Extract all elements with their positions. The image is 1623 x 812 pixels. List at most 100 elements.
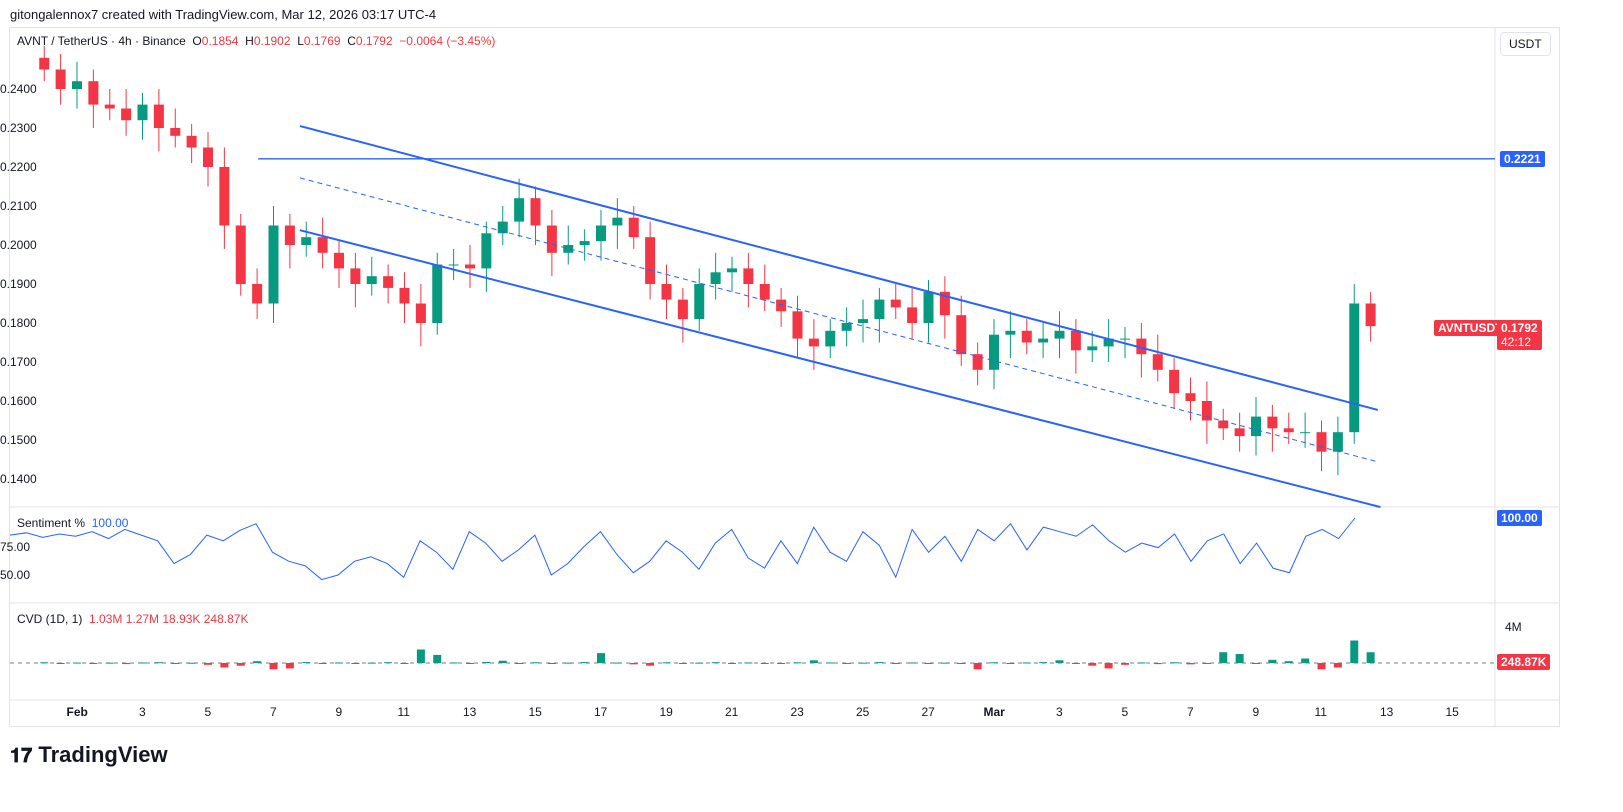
candle-body (808, 338, 819, 347)
cvd-bar (695, 662, 704, 664)
candle-body (710, 272, 721, 284)
candle-body (481, 233, 492, 269)
cvd-bar (809, 660, 818, 663)
cvd-bar (547, 663, 556, 664)
cvd-bar (1121, 663, 1129, 665)
candle-body (890, 299, 901, 308)
cvd-bar (760, 663, 769, 664)
candle-body (579, 241, 590, 245)
time-tick-label: 3 (139, 705, 146, 719)
sentiment-legend: Sentiment % 100.00 (17, 516, 128, 530)
time-tick-label: 27 (921, 705, 935, 719)
cvd-bar (744, 662, 753, 664)
cvd-bar (728, 663, 736, 664)
cvd-price-tag: 248.87K (1497, 654, 1551, 670)
cvd-bar (1268, 659, 1277, 663)
time-tick-label: 5 (1121, 705, 1129, 719)
candle-body (1234, 428, 1245, 437)
cvd-label: CVD (1D, 1) (17, 612, 83, 626)
candle-body (1365, 303, 1376, 327)
currency-button[interactable]: USDT (1500, 32, 1551, 56)
candle-body (465, 264, 475, 269)
time-tick-label: 5 (204, 705, 212, 719)
cvd-bar (1284, 661, 1293, 663)
cvd-bar (204, 663, 212, 665)
time-tick-label: 15 (528, 705, 542, 719)
time-tick-label: 23 (790, 705, 804, 719)
candle-body (415, 303, 426, 323)
price-tick-label: 0.1800 (0, 316, 37, 330)
cvd-bar (1006, 663, 1015, 664)
sentiment-value: 100.00 (91, 516, 129, 530)
cvd-bar (891, 663, 900, 664)
cvd-bar (466, 663, 474, 664)
price-tick-label: 0.1500 (0, 433, 37, 447)
cvd-bar (40, 662, 49, 664)
cvd-bar (138, 662, 147, 664)
candle-body (596, 225, 606, 242)
cvd-bar (1104, 663, 1113, 669)
cvd-bar (302, 662, 311, 664)
cvd-bar (990, 662, 998, 664)
cvd-bar (285, 663, 294, 669)
candle-body (858, 319, 868, 323)
cvd-bar (1071, 663, 1080, 664)
candle-body (1349, 303, 1360, 433)
cvd-bar (1088, 663, 1097, 666)
cvd-bar (1235, 654, 1244, 663)
cvd-bar (1219, 652, 1228, 663)
time-tick-label: 7 (270, 705, 277, 719)
cvd-bar (515, 663, 524, 664)
price-tick-label: 0.2000 (0, 238, 37, 252)
cvd-bar (56, 663, 65, 664)
time-tick-label: 7 (1187, 705, 1194, 719)
cvd-bar (662, 662, 671, 664)
candle-body (448, 264, 459, 266)
cvd-bar (826, 662, 835, 664)
cvd-bar (269, 663, 278, 670)
candle-body (1087, 346, 1098, 351)
time-tick-label: 9 (1252, 705, 1260, 719)
candle-body (727, 268, 737, 273)
symbol-label[interactable]: AVNT / TetherUS · 4h · Binance (17, 34, 186, 48)
time-tick-label: 15 (1445, 705, 1459, 719)
cvd-bar (1022, 662, 1031, 664)
time-tick-label: 13 (463, 705, 477, 719)
high-value: 0.1902 (253, 34, 291, 48)
candle-body (317, 237, 328, 253)
cvd-bar (793, 662, 802, 664)
tradingview-logo[interactable]: 𝟏𝟕 TradingView (10, 742, 168, 768)
candle-body (989, 334, 999, 370)
cvd-bar (629, 663, 638, 665)
cvd-bar (957, 663, 966, 664)
close-label: C (347, 34, 356, 48)
cvd-bar (924, 663, 933, 664)
tv-logo-icon: 𝟏𝟕 (10, 745, 33, 767)
candle-body (39, 57, 50, 70)
symbol-legend: AVNT / TetherUS · 4h · Binance O0.1854 H… (17, 34, 495, 48)
channel-lower-line (299, 229, 1381, 509)
cvd-bar (400, 663, 409, 664)
candle-body (841, 323, 852, 331)
cvd-bar (908, 662, 917, 664)
candle-body (1201, 401, 1212, 421)
last-price: 0.1792 (1501, 321, 1538, 335)
candle-body (203, 147, 213, 167)
cvd-bar (1039, 662, 1048, 664)
candle-body (284, 225, 295, 245)
cvd-bar (351, 663, 360, 664)
candle-body (612, 217, 623, 226)
candle-body (1021, 330, 1032, 343)
time-tick-label: Feb (66, 705, 88, 719)
candle-body (776, 299, 787, 312)
time-tick-label: 21 (725, 705, 739, 719)
candle-body (72, 81, 82, 89)
candle-body (546, 225, 557, 253)
candle-body (301, 237, 312, 245)
time-tick-label: 11 (397, 705, 410, 719)
cvd-bar (613, 662, 622, 664)
cvd-bar (1366, 652, 1375, 663)
candle-body (874, 299, 885, 320)
